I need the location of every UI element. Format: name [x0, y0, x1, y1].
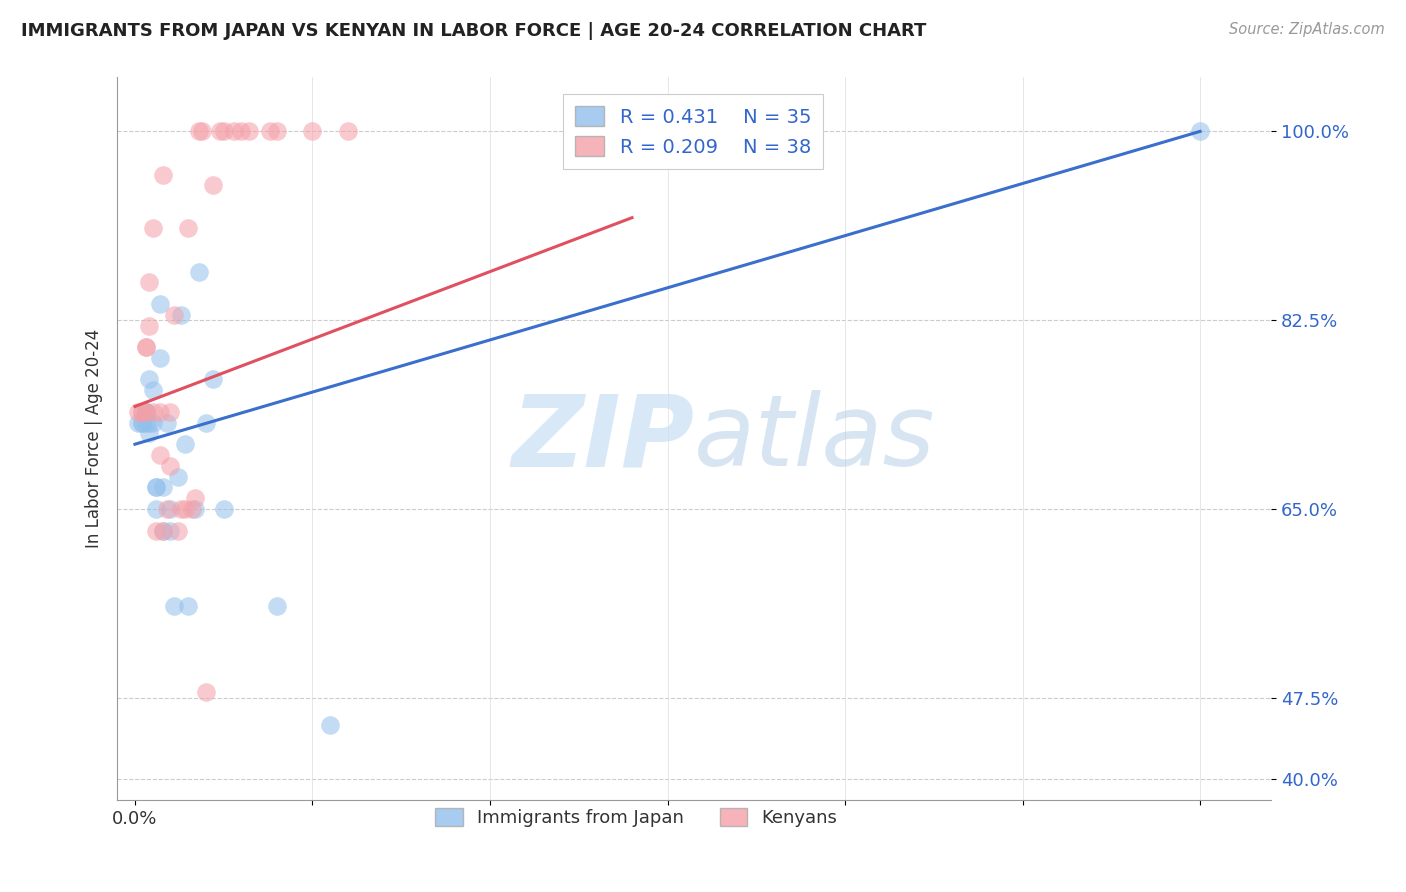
Text: Source: ZipAtlas.com: Source: ZipAtlas.com	[1229, 22, 1385, 37]
Point	[170, 308, 193, 322]
Point	[159, 405, 181, 419]
Point	[131, 405, 153, 419]
Point	[128, 405, 150, 419]
Point	[135, 405, 157, 419]
Point	[184, 502, 207, 516]
Point	[170, 502, 193, 516]
Point	[159, 524, 181, 538]
Point	[138, 276, 160, 290]
Text: ZIP: ZIP	[512, 391, 695, 487]
Point	[135, 416, 157, 430]
Point	[145, 502, 167, 516]
Point	[259, 124, 281, 138]
Point	[135, 340, 157, 354]
Point	[187, 265, 209, 279]
Point	[138, 426, 160, 441]
Point	[135, 340, 157, 354]
Point	[149, 351, 172, 365]
Point	[212, 124, 235, 138]
Point	[145, 524, 167, 538]
Text: atlas: atlas	[695, 391, 936, 487]
Point	[156, 502, 179, 516]
Point	[177, 221, 200, 235]
Point	[159, 458, 181, 473]
Point	[135, 405, 157, 419]
Point	[166, 524, 188, 538]
Point	[266, 124, 288, 138]
Point	[202, 178, 225, 193]
Point	[301, 124, 323, 138]
Point	[194, 416, 217, 430]
Point	[177, 599, 200, 613]
Legend: Immigrants from Japan, Kenyans: Immigrants from Japan, Kenyans	[429, 801, 845, 835]
Point	[138, 318, 160, 333]
Point	[1189, 124, 1212, 138]
Point	[149, 405, 172, 419]
Point	[152, 524, 174, 538]
Point	[149, 448, 172, 462]
Point	[166, 469, 188, 483]
Point	[231, 124, 253, 138]
Point	[238, 124, 260, 138]
Point	[142, 416, 165, 430]
Point	[128, 416, 150, 430]
Point	[202, 372, 225, 386]
Text: IMMIGRANTS FROM JAPAN VS KENYAN IN LABOR FORCE | AGE 20-24 CORRELATION CHART: IMMIGRANTS FROM JAPAN VS KENYAN IN LABOR…	[21, 22, 927, 40]
Point	[224, 124, 246, 138]
Point	[159, 502, 181, 516]
Point	[173, 502, 195, 516]
Point	[319, 717, 342, 731]
Point	[163, 308, 186, 322]
Point	[131, 416, 153, 430]
Point	[142, 405, 165, 419]
Point	[156, 416, 179, 430]
Point	[152, 480, 174, 494]
Point	[142, 384, 165, 398]
Point	[152, 524, 174, 538]
Point	[135, 405, 157, 419]
Point	[145, 480, 167, 494]
Point	[209, 124, 232, 138]
Point	[187, 124, 209, 138]
Y-axis label: In Labor Force | Age 20-24: In Labor Force | Age 20-24	[86, 329, 103, 549]
Point	[145, 480, 167, 494]
Point	[152, 168, 174, 182]
Point	[212, 502, 235, 516]
Point	[184, 491, 207, 505]
Point	[135, 405, 157, 419]
Point	[191, 124, 214, 138]
Point	[180, 502, 202, 516]
Point	[149, 297, 172, 311]
Point	[163, 599, 186, 613]
Point	[266, 599, 288, 613]
Point	[131, 416, 153, 430]
Point	[336, 124, 359, 138]
Point	[194, 685, 217, 699]
Point	[131, 405, 153, 419]
Point	[142, 221, 165, 235]
Point	[138, 372, 160, 386]
Point	[173, 437, 195, 451]
Point	[138, 416, 160, 430]
